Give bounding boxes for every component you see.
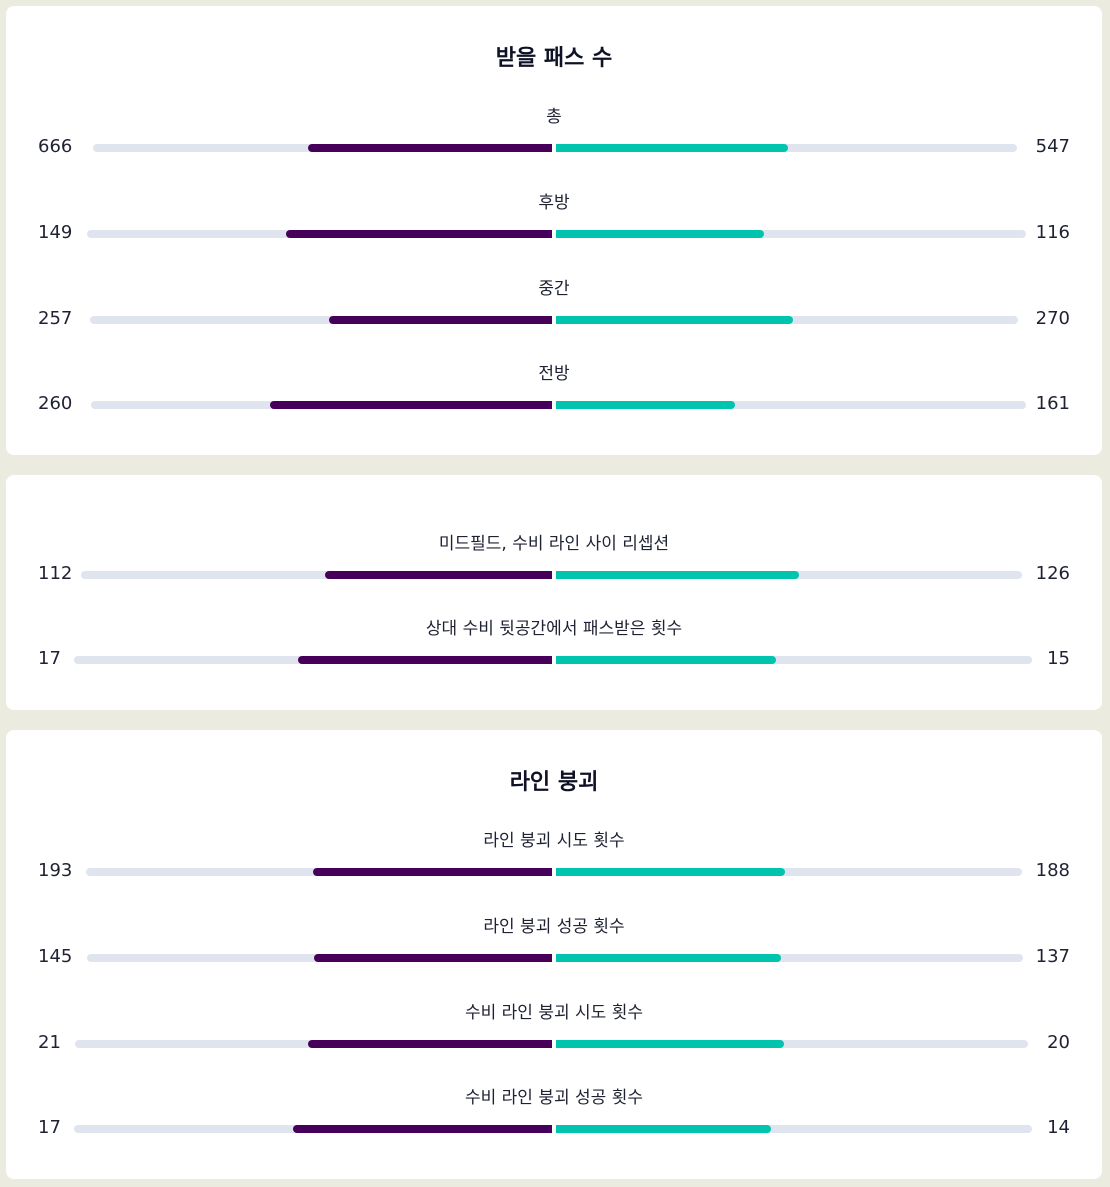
stat-label: 총: [546, 107, 562, 127]
center-divider: [552, 654, 556, 666]
away-value: 15: [1047, 648, 1070, 669]
comparison-bar-row: 21 20: [6, 1031, 1102, 1055]
away-bar: [556, 656, 776, 664]
home-value: 17: [38, 648, 61, 669]
home-value: 193: [38, 860, 73, 881]
away-value: 270: [1035, 308, 1070, 329]
stat-label: 중간: [538, 279, 570, 299]
home-value: 666: [38, 136, 73, 157]
home-value: 149: [38, 222, 73, 243]
away-bar: [556, 1125, 771, 1133]
away-value: 188: [1035, 860, 1070, 881]
section-title: 라인 붕괴: [509, 770, 599, 795]
away-value: 137: [1035, 946, 1070, 967]
center-divider: [552, 399, 556, 411]
stat-row: 미드필드, 수비 라인 사이 리셉션 112 126: [6, 529, 1102, 593]
comparison-bar-row: 145 137: [6, 945, 1102, 969]
away-bar: [556, 230, 764, 238]
away-bar: [556, 144, 788, 152]
comparison-bar-row: 666 547: [6, 135, 1102, 159]
stat-row: 중간 257 270: [6, 274, 1102, 338]
stat-label: 후방: [538, 193, 570, 213]
center-divider: [552, 569, 556, 581]
comparison-bar-row: 257 270: [6, 307, 1102, 331]
home-bar: [325, 571, 552, 579]
center-divider: [552, 314, 556, 326]
comparison-bar-row: 260 161: [6, 392, 1102, 416]
stat-label: 수비 라인 붕괴 성공 횟수: [464, 1088, 643, 1108]
home-bar: [313, 868, 552, 876]
comparison-bar-row: 112 126: [6, 562, 1102, 586]
home-value: 21: [38, 1032, 61, 1053]
home-value: 260: [38, 393, 73, 414]
stat-label: 라인 붕괴 성공 횟수: [483, 917, 625, 937]
stat-row: 수비 라인 붕괴 시도 횟수 21 20: [6, 998, 1102, 1062]
away-value: 116: [1035, 222, 1070, 243]
center-divider: [552, 1123, 556, 1135]
comparison-bar-row: 193 188: [6, 859, 1102, 883]
home-bar: [293, 1125, 552, 1133]
away-value: 547: [1035, 136, 1070, 157]
away-value: 20: [1047, 1032, 1070, 1053]
center-divider: [552, 1038, 556, 1050]
stat-row: 라인 붕괴 시도 횟수 193 188: [6, 826, 1102, 890]
stat-label: 상대 수비 뒷공간에서 패스받은 횟수: [425, 619, 683, 639]
home-value: 17: [38, 1117, 61, 1138]
away-value: 126: [1035, 563, 1070, 584]
home-value: 145: [38, 946, 73, 967]
home-bar: [314, 954, 552, 962]
home-bar: [329, 316, 552, 324]
center-divider: [552, 228, 556, 240]
center-divider: [552, 952, 556, 964]
comparison-bar-row: 149 116: [6, 221, 1102, 245]
away-bar: [556, 571, 799, 579]
stat-row: 총 666 547: [6, 102, 1102, 166]
stat-label: 라인 붕괴 시도 횟수: [483, 831, 625, 851]
comparison-bar-row: 17 14: [6, 1116, 1102, 1140]
home-bar: [298, 656, 552, 664]
center-divider: [552, 866, 556, 878]
stat-row: 수비 라인 붕괴 성공 횟수 17 14: [6, 1083, 1102, 1147]
center-divider: [552, 142, 556, 154]
away-value: 14: [1047, 1117, 1070, 1138]
stat-row: 후방 149 116: [6, 188, 1102, 252]
away-bar: [556, 316, 793, 324]
home-bar: [270, 401, 552, 409]
away-value: 161: [1035, 393, 1070, 414]
home-value: 257: [38, 308, 73, 329]
home-value: 112: [38, 563, 73, 584]
stat-row: 상대 수비 뒷공간에서 패스받은 횟수 17 15: [6, 614, 1102, 678]
away-bar: [556, 954, 781, 962]
away-bar: [556, 1040, 784, 1048]
section-title: 받을 패스 수: [495, 46, 613, 71]
stat-row: 라인 붕괴 성공 횟수 145 137: [6, 912, 1102, 976]
home-bar: [308, 144, 552, 152]
stat-label: 수비 라인 붕괴 시도 횟수: [464, 1003, 643, 1023]
comparison-bar-row: 17 15: [6, 647, 1102, 671]
away-bar: [556, 401, 735, 409]
stat-row: 전방 260 161: [6, 359, 1102, 423]
away-bar: [556, 868, 785, 876]
home-bar: [286, 230, 552, 238]
section-card-receptions: 미드필드, 수비 라인 사이 리셉션 112 126 상대 수비 뒷공간에서 패스받은…: [6, 475, 1102, 710]
home-bar: [308, 1040, 552, 1048]
stat-label: 미드필드, 수비 라인 사이 리셉션: [438, 534, 670, 554]
stat-label: 전방: [538, 364, 570, 384]
